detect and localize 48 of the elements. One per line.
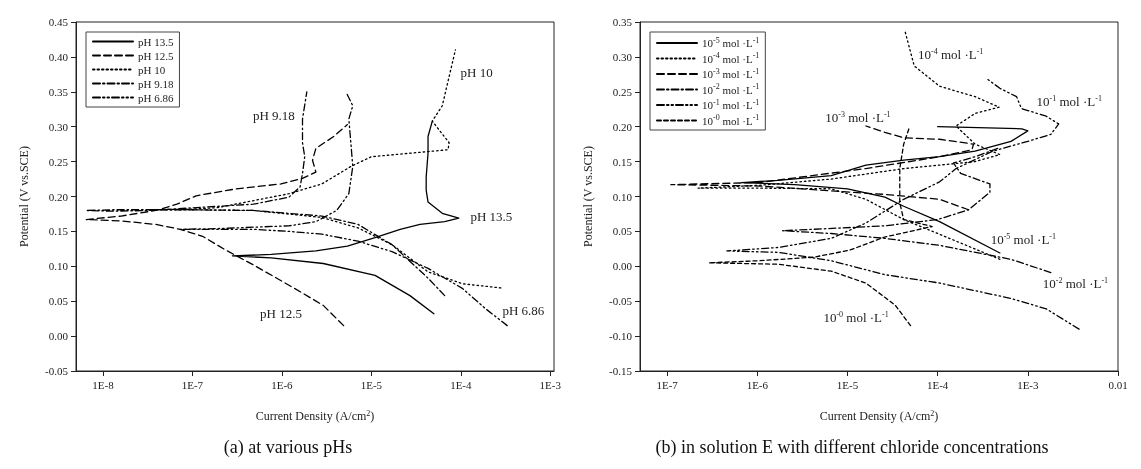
x-tick-label: 1E-5 [360,378,383,391]
y-tick-label: 0.30 [48,120,69,133]
annotation: pH 9.18 [252,108,295,124]
y-tick-label: 0.00 [48,330,69,343]
x-tick-label: 1E-6 [746,378,769,391]
y-tick-label: 0.25 [48,155,69,168]
x-tick-label: 1E-5 [836,378,859,391]
y-tick-label: 0.05 [48,295,69,308]
annotation: pH 13.5 [470,208,513,224]
x-tick-label: 1E-4 [926,378,949,391]
legend-label: pH 12.5 [138,49,174,62]
x-tick-label: 0.01 [1108,378,1128,391]
annotation: pH 12.5 [260,306,303,322]
x-tick-label: 1E-4 [450,378,473,391]
y-tick-label: 0.45 [48,16,69,28]
y-tick-label: 0.00 [612,260,633,273]
y-tick-label: 0.30 [612,50,633,63]
y-axis-title: Potential (V vs.SCE) [581,146,595,247]
y-tick-label: -0.05 [45,365,69,377]
x-tick-label: 1E-6 [271,378,294,391]
y-tick-label: 0.10 [48,260,69,273]
x-tick-label: 1E-3 [539,378,562,391]
x-tick-label: 1E-8 [92,378,115,391]
legend-label: pH 13.5 [138,35,174,48]
y-tick-label: 0.10 [612,190,633,203]
x-tick-label: 1E-7 [181,378,204,391]
y-tick-label: 0.35 [48,85,69,98]
legend-label: pH 9.18 [138,77,174,90]
y-tick-label: 0.20 [612,120,633,133]
annotation: pH 6.86 [502,303,545,319]
y-tick-label: 0.35 [612,16,633,28]
legend-label: pH 10 [138,63,166,76]
text: (b) in solution E with different chloride concentrations [655,437,1049,458]
y-tick-label: 0.15 [612,155,633,168]
y-tick-label: 0.05 [612,225,633,238]
y-axis-title: Potential (V vs.SCE) [17,146,31,247]
y-tick-label: -0.10 [609,330,633,343]
y-tick-label: -0.05 [609,295,633,308]
x-tick-label: 1E-3 [1017,378,1040,391]
y-tick-label: -0.15 [609,365,633,377]
y-tick-label: 0.25 [612,85,633,98]
text: (a) at various pHs [223,437,353,458]
y-tick-label: 0.40 [48,50,69,63]
x-tick-label: 1E-7 [656,378,679,391]
y-tick-label: 0.15 [48,225,69,238]
y-tick-label: 0.20 [48,190,69,203]
legend-label: pH 6.86 [138,91,174,104]
annotation: pH 10 [460,65,493,81]
